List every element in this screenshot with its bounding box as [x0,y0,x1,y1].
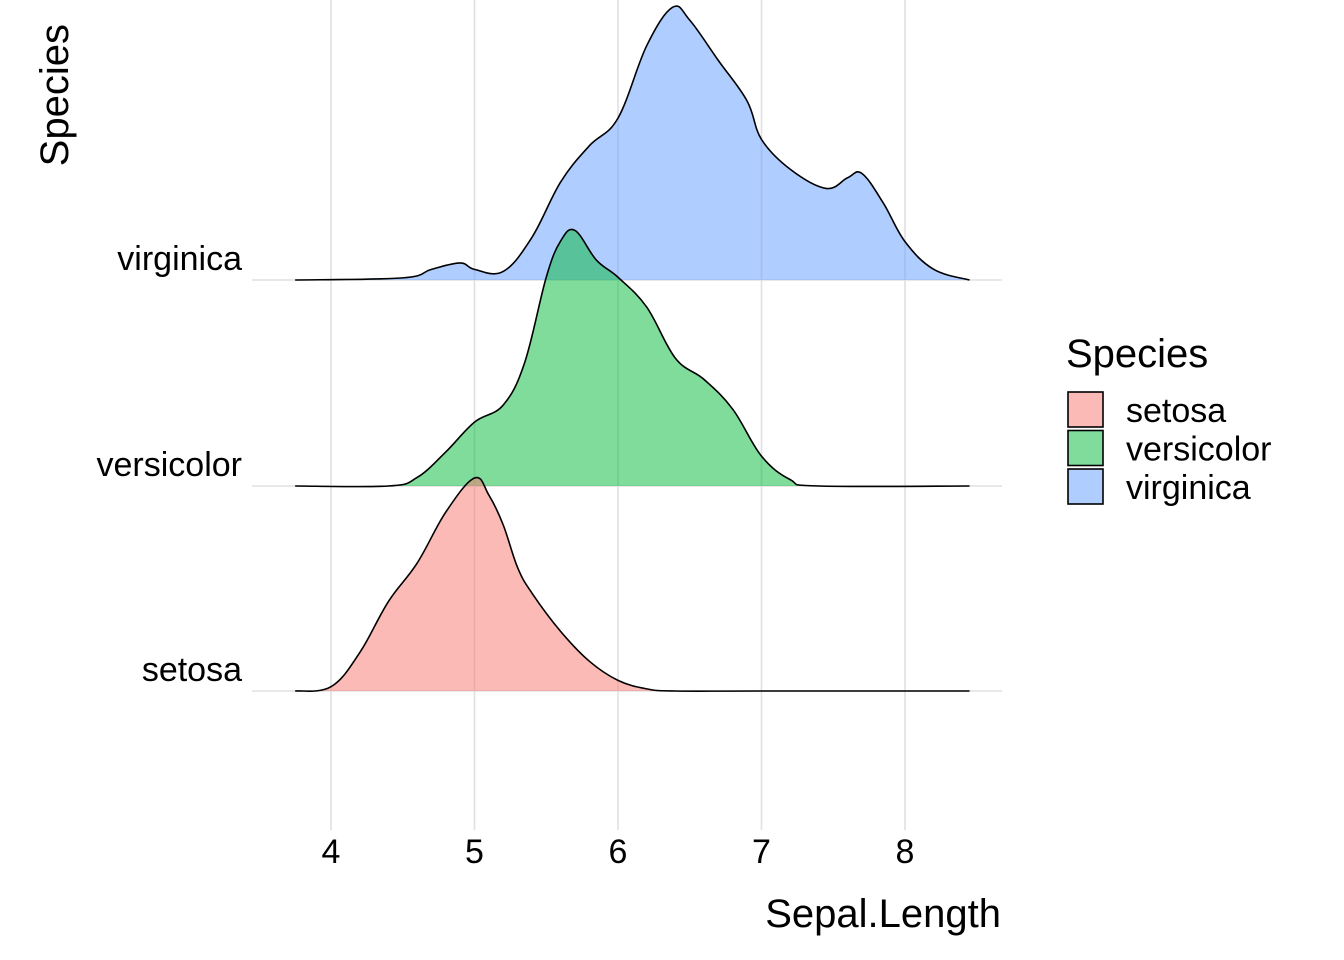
legend-label-virginica: virginica [1126,469,1251,507]
x-tick-label: 8 [896,833,915,871]
legend-item-setosa: setosa [1067,391,1226,430]
ridge-virginica [295,5,970,281]
legend-key-virginica [1067,468,1104,505]
x-axis-title: Sepal.Length [765,892,1001,936]
ridge-outline-versicolor [295,228,970,488]
y-axis-ticks: setosa versicolor virginica [97,240,243,689]
x-tick-label: 7 [752,833,771,871]
y-tick-label-virginica: virginica [117,240,242,278]
x-tick-label: 4 [322,833,341,871]
x-axis-ticks: 4 5 6 7 8 [322,833,915,871]
legend-item-versicolor: versicolor [1067,429,1271,469]
ridge-fill-setosa [295,477,970,692]
ridge-fill-virginica [295,6,970,281]
legend-key-versicolor [1067,429,1104,467]
x-tick-label: 5 [465,833,484,871]
legend-label-setosa: setosa [1126,392,1226,430]
y-tick-label-setosa: setosa [142,651,242,689]
legend-item-virginica: virginica [1067,468,1251,507]
x-tick-label: 6 [609,833,628,871]
legend-label-versicolor: versicolor [1126,431,1271,469]
y-tick-label-versicolor: versicolor [97,446,242,484]
y-axis-title: Species [33,24,77,166]
legend-key-setosa [1067,391,1104,428]
ridge-versicolor [295,228,970,488]
ridge-fill-versicolor [295,229,970,487]
ridge-setosa [295,476,970,692]
ridge-outline-virginica [295,5,970,281]
ridge-outline-setosa [295,476,970,692]
density-ridges [295,5,970,692]
legend-title: Species [1066,332,1208,376]
